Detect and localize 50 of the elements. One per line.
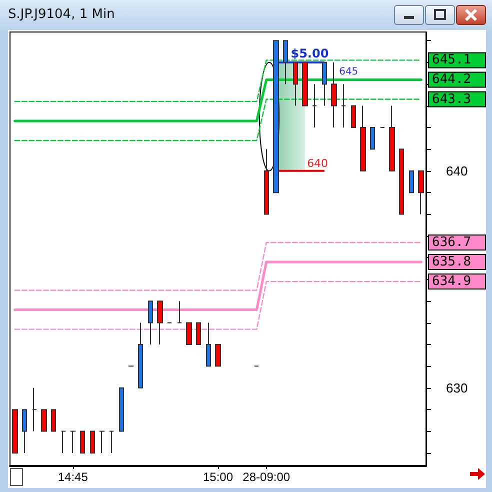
chart-title: S.JP.J9104, 1 Min: [8, 7, 115, 22]
data-label: 644.2: [432, 72, 472, 88]
candlestick: [399, 148, 404, 215]
candlestick: [360, 105, 366, 172]
candlestick: [119, 387, 124, 432]
data-label: 643.3: [432, 92, 472, 107]
annotation: $5.00: [290, 46, 329, 60]
candlestick: [41, 409, 47, 432]
candlestick: [215, 344, 221, 367]
candlestick: [389, 105, 395, 172]
candlestick: [409, 170, 414, 194]
candlestick: [370, 126, 375, 150]
candlestick: [302, 62, 308, 106]
candlestick: [322, 62, 327, 106]
candlestick: [109, 430, 114, 454]
candlestick: [293, 62, 298, 106]
candlestick: [186, 322, 192, 345]
y-tick-label: 630: [446, 380, 468, 396]
candlestick: [206, 322, 211, 367]
annotation: 645: [339, 66, 358, 78]
candlestick: [148, 300, 153, 345]
data-label: 636.7: [432, 234, 472, 250]
x-tick-label: 14:45: [58, 470, 88, 484]
candlestick: [341, 84, 346, 128]
candlestick: [90, 430, 95, 454]
data-label: 645.1: [432, 52, 472, 68]
candlestick: [157, 300, 163, 345]
candlestick: [273, 40, 279, 194]
candlestick: [418, 170, 424, 215]
candlestick: [264, 148, 269, 215]
candlestick: [351, 105, 356, 128]
x-tick-label: 28-09:00: [242, 470, 290, 484]
candlestick: [196, 322, 201, 345]
data-label: 634.9: [432, 274, 472, 290]
candlestick: [99, 430, 105, 454]
annotation: 640: [307, 156, 328, 170]
candlestick: [51, 409, 56, 432]
candlestick: [80, 430, 85, 454]
candlestick: [312, 84, 317, 128]
data-label: 635.8: [432, 254, 472, 270]
candlestick: [12, 409, 18, 454]
candlestick: [22, 409, 27, 454]
x-tick-label: 15:00: [202, 470, 234, 484]
candlestick: [138, 322, 143, 388]
candlestick: [70, 430, 76, 454]
candlestick: [32, 387, 37, 432]
candlestick: [331, 62, 337, 128]
candlestick: [283, 40, 288, 85]
candlestick: [61, 430, 66, 454]
candlestick: [177, 300, 182, 324]
